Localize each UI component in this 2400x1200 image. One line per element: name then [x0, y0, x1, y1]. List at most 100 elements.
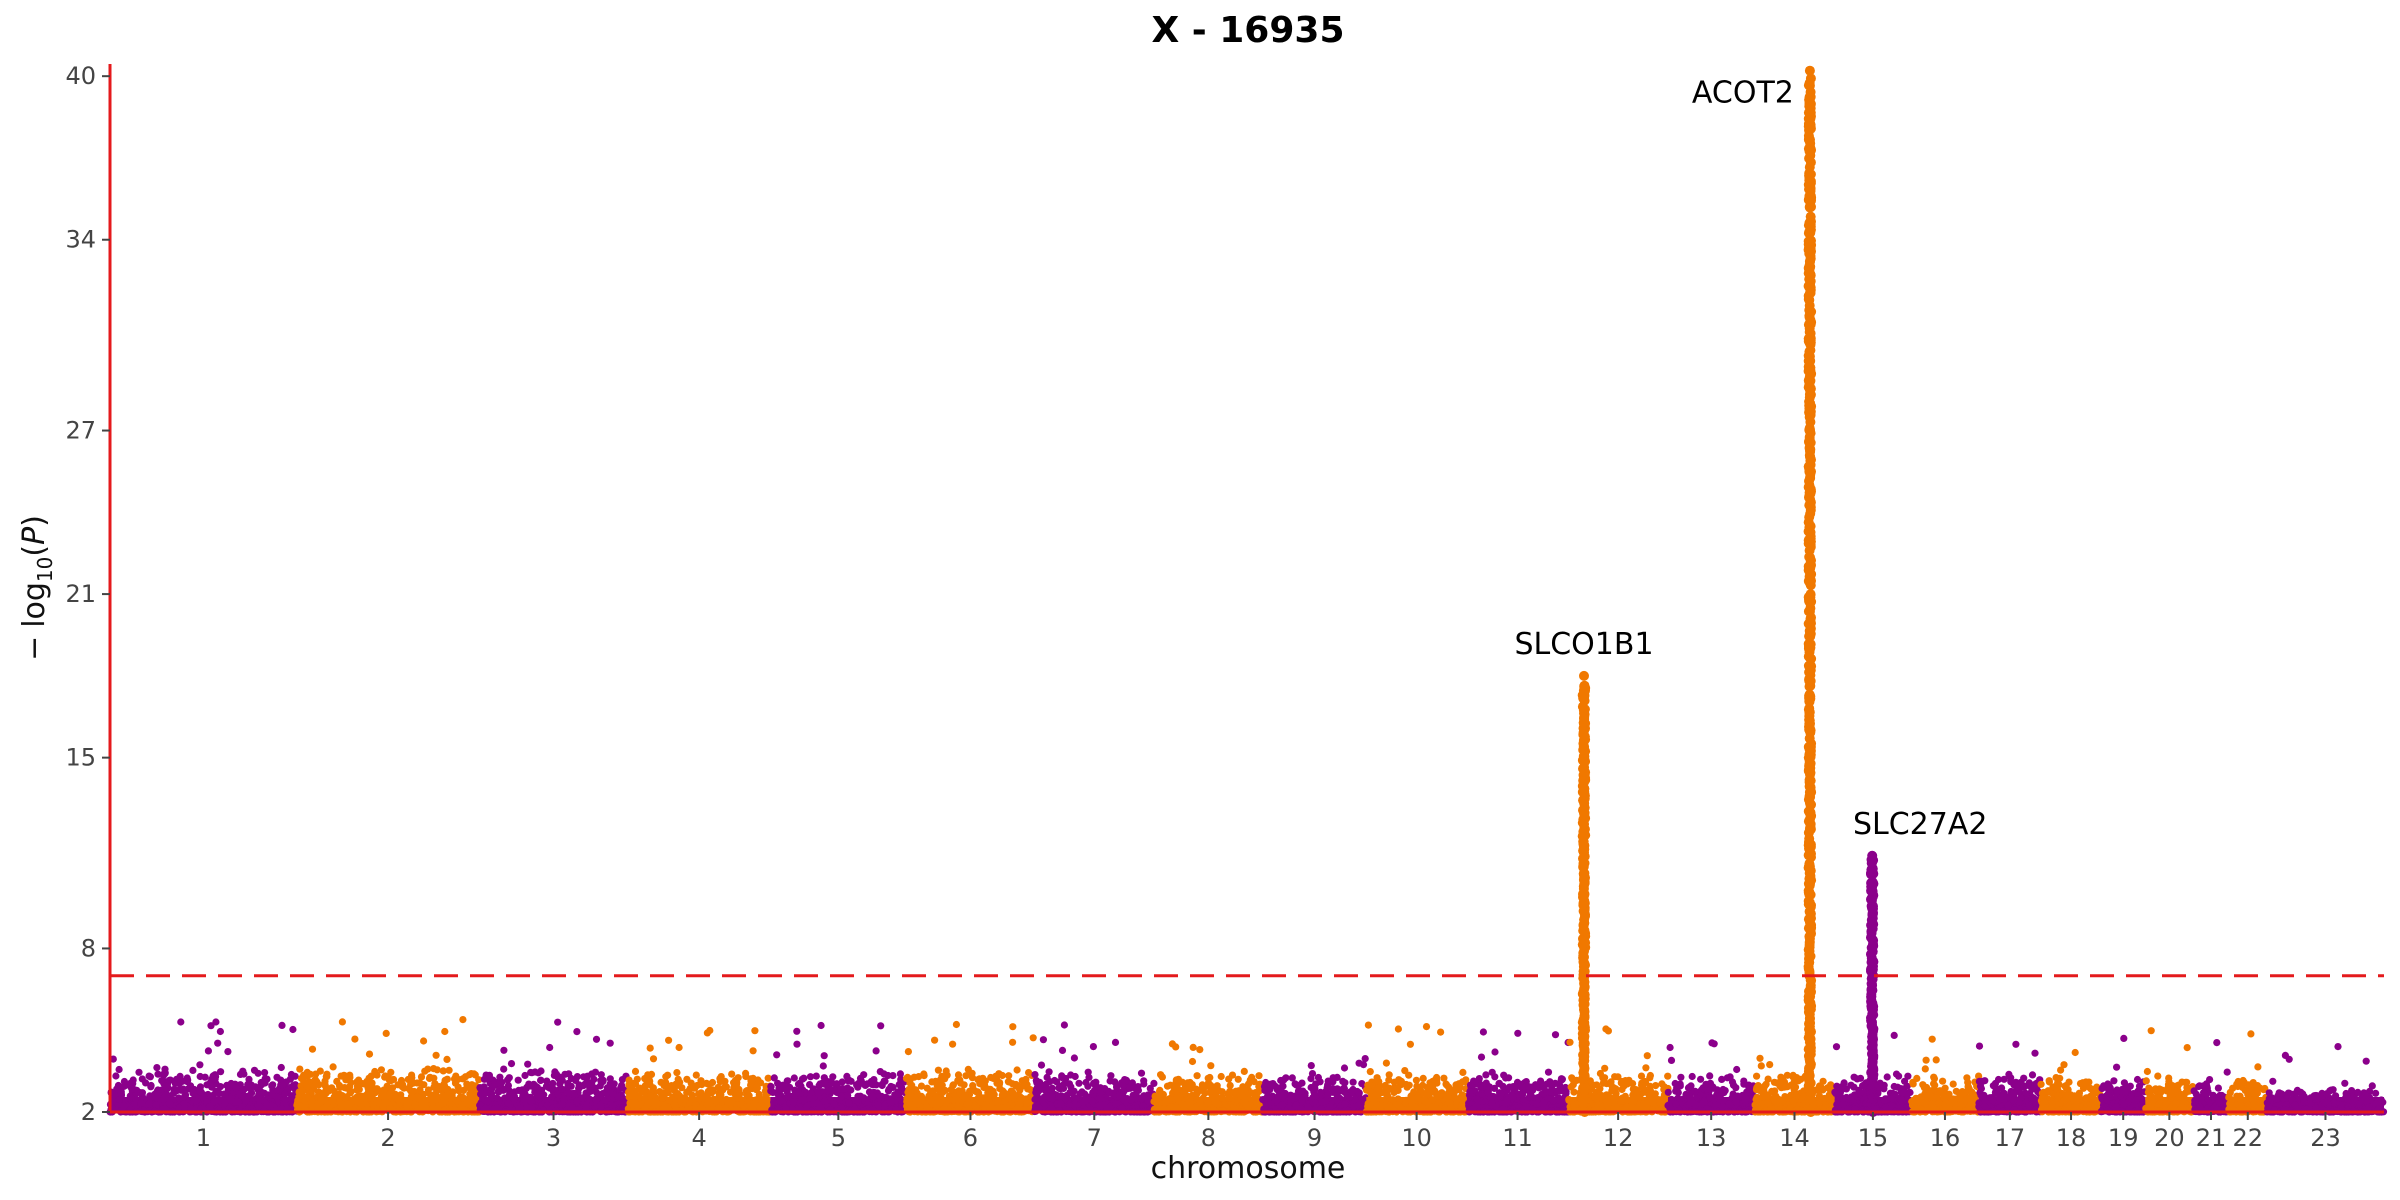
- snp-point: [132, 1095, 140, 1103]
- snp-point: [1255, 1072, 1263, 1080]
- snp-point: [590, 1075, 598, 1083]
- snp-point: [928, 1078, 936, 1086]
- snp-point: [246, 1084, 254, 1092]
- snp-point: [1455, 1083, 1463, 1091]
- snp-point: [528, 1069, 536, 1077]
- snp-point: [368, 1083, 376, 1091]
- snp-point: [591, 1068, 600, 1076]
- snp-point: [1567, 1083, 1575, 1091]
- snp-point: [432, 1096, 440, 1104]
- snp-point: [631, 1087, 640, 1095]
- snp-point: [1334, 1085, 1342, 1093]
- snp-point: [979, 1080, 988, 1088]
- snp-point: [1444, 1089, 1453, 1097]
- snp-point: [819, 1062, 827, 1070]
- snp-point: [934, 1066, 943, 1074]
- snp-point: [962, 1072, 970, 1080]
- snp-point: [347, 1088, 355, 1096]
- snp-point: [1326, 1103, 1334, 1111]
- snp-point: [552, 1070, 561, 1078]
- snp-point: [429, 1104, 437, 1112]
- snp-point: [321, 1079, 329, 1087]
- snp-point: [382, 1029, 390, 1037]
- snp-point: [609, 1084, 617, 1092]
- snp-point: [173, 1087, 181, 1095]
- snp-point: [1514, 1029, 1522, 1037]
- snp-point: [1097, 1094, 1105, 1103]
- snp-point: [556, 1080, 564, 1088]
- snp-point: [1092, 1082, 1100, 1090]
- snp-point: [736, 1090, 744, 1098]
- snp-point: [880, 1102, 889, 1110]
- snp-point: [931, 1036, 939, 1044]
- snp-point: [1442, 1081, 1451, 1089]
- snp-point: [153, 1064, 161, 1072]
- snp-point: [1340, 1085, 1348, 1093]
- snp-point: [1017, 1095, 1025, 1103]
- snp-point: [393, 1095, 401, 1103]
- snp-point: [1466, 1088, 1474, 1096]
- snp-point: [1390, 1078, 1398, 1086]
- snp-point: [204, 1047, 212, 1055]
- snp-point: [853, 1097, 861, 1105]
- snp-point: [1278, 1083, 1286, 1091]
- snp-point: [1539, 1100, 1547, 1108]
- snp-point: [336, 1083, 344, 1091]
- snp-point: [162, 1090, 170, 1099]
- snp-point: [381, 1073, 389, 1081]
- chromosome-9-points: [1259, 1055, 1370, 1116]
- snp-point: [1009, 1023, 1017, 1031]
- snp-point: [1341, 1100, 1349, 1108]
- snp-point: [1067, 1071, 1075, 1079]
- snp-point: [192, 1097, 200, 1105]
- snp-point: [1294, 1081, 1303, 1090]
- snp-point: [597, 1077, 605, 1085]
- snp-point: [1261, 1086, 1269, 1094]
- snp-point: [1060, 1080, 1068, 1088]
- snp-point: [1339, 1077, 1347, 1085]
- snp-point: [430, 1065, 438, 1073]
- snp-point: [365, 1090, 374, 1099]
- snp-point: [1172, 1043, 1180, 1051]
- snp-point: [1405, 1071, 1413, 1079]
- snp-point: [161, 1065, 169, 1073]
- snp-point: [887, 1082, 895, 1091]
- snp-point: [451, 1079, 460, 1087]
- snp-point: [952, 1094, 960, 1102]
- snp-point: [197, 1088, 205, 1096]
- snp-point: [493, 1094, 501, 1102]
- snp-point: [1029, 1034, 1037, 1042]
- snp-point: [1037, 1061, 1046, 1069]
- snp-point: [444, 1090, 452, 1098]
- snp-point: [1324, 1082, 1332, 1090]
- snp-point: [1085, 1073, 1093, 1081]
- snp-point: [336, 1090, 344, 1098]
- snp-point: [1288, 1074, 1296, 1082]
- snp-point: [324, 1087, 332, 1095]
- snp-point: [311, 1077, 319, 1085]
- chromosome-10-points: [1362, 1021, 1470, 1116]
- snp-point: [1212, 1099, 1220, 1107]
- snp-point: [250, 1066, 259, 1074]
- snp-point: [221, 1099, 229, 1107]
- snp-point: [837, 1085, 845, 1093]
- chromosome-11-points: [1465, 1028, 1572, 1116]
- snp-point: [1496, 1089, 1504, 1097]
- snp-point: [470, 1093, 478, 1101]
- snp-point: [1013, 1066, 1021, 1074]
- snp-point: [1111, 1038, 1120, 1046]
- snp-point: [351, 1035, 359, 1043]
- snp-point: [380, 1086, 388, 1094]
- snp-point: [1267, 1080, 1275, 1088]
- snp-point: [240, 1092, 248, 1100]
- snp-point: [1196, 1046, 1204, 1054]
- snp-point: [731, 1076, 740, 1084]
- snp-point: [1043, 1092, 1051, 1100]
- snp-point: [142, 1079, 150, 1087]
- snp-point: [1204, 1079, 1213, 1087]
- snp-point: [920, 1072, 928, 1080]
- snp-point: [999, 1091, 1007, 1099]
- snp-point: [949, 1040, 957, 1048]
- snp-point: [606, 1075, 614, 1083]
- snp-point: [408, 1071, 416, 1079]
